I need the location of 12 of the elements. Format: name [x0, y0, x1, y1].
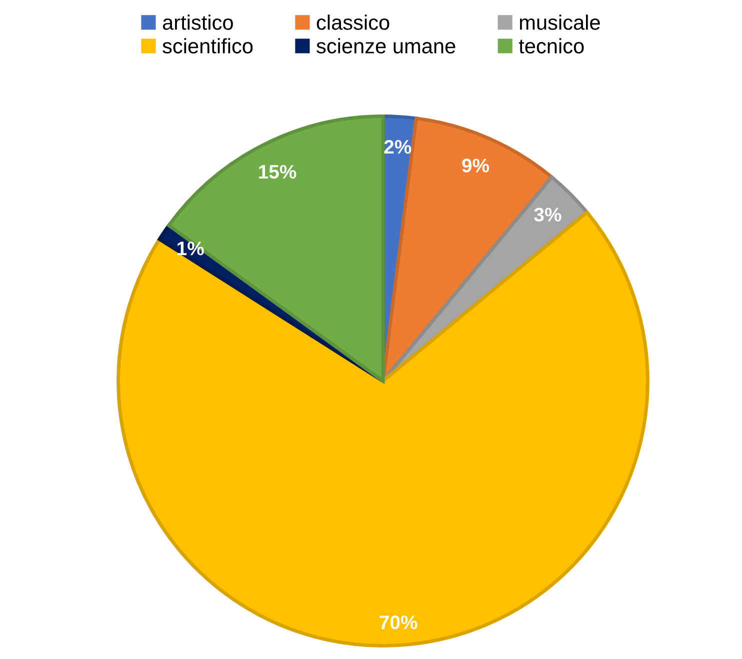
- data-label: 70%: [380, 616, 418, 630]
- pie-slice: [167, 114, 385, 383]
- legend-label: scientifico: [162, 38, 253, 54]
- legend-label: tecnico: [518, 38, 584, 54]
- data-label: 15%: [259, 164, 296, 179]
- legend-label: scienze umane: [316, 38, 456, 54]
- data-label: 9%: [462, 158, 490, 172]
- legend-label: classico: [316, 14, 390, 30]
- data-label: 3%: [534, 208, 562, 222]
- data-label: 1%: [178, 242, 204, 256]
- legend-label: artistico: [162, 14, 233, 30]
- legend-label: musicale: [520, 14, 600, 30]
